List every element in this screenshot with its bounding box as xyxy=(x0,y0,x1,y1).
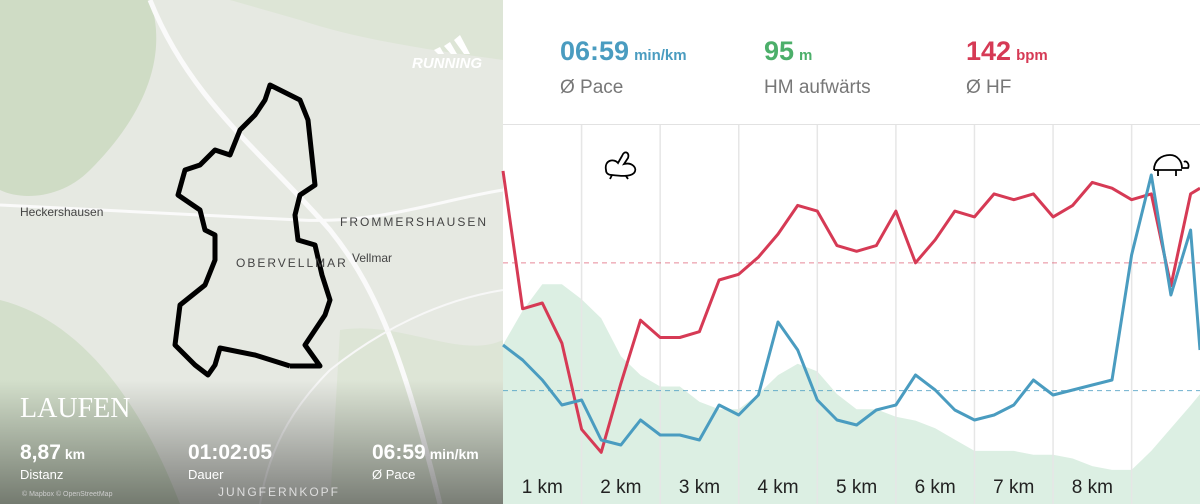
x-tick-label: 8 km xyxy=(1072,477,1113,498)
stat-unit: min/km xyxy=(634,47,687,64)
stat-value: 01:02:05 xyxy=(188,441,272,464)
place-label: Vellmar xyxy=(352,251,392,265)
x-tick-label: 1 km xyxy=(522,477,563,498)
overlay-stat: 06:59 min/km xyxy=(372,441,479,464)
elevation-area xyxy=(503,284,1200,504)
x-tick-label: 4 km xyxy=(757,477,798,498)
rabbit-icon xyxy=(604,151,637,180)
brand-logo xyxy=(434,35,470,54)
x-tick-label: 6 km xyxy=(915,477,956,498)
stat-unit: km xyxy=(65,446,85,462)
place-label: OBERVELLMAR xyxy=(236,256,348,270)
stat-label: HM aufwärts xyxy=(764,77,871,98)
map: Heckershausen FROMMERSHAUSEN Vellmar OBE… xyxy=(0,0,504,504)
stat-value: 95 xyxy=(764,36,794,66)
stat-unit: min/km xyxy=(430,446,479,462)
series-line xyxy=(502,173,1200,447)
place-label: FROMMERSHAUSEN xyxy=(340,215,488,229)
x-tick-label: 2 km xyxy=(600,477,641,498)
stat-label: Distanz xyxy=(20,467,63,482)
route xyxy=(172,82,333,378)
stat-label: Dauer xyxy=(188,467,224,482)
attribution: © Mapbox © OpenStreetMap xyxy=(22,490,113,498)
activity-title: LAUFEN xyxy=(20,393,130,424)
stat-value: 8,87 xyxy=(20,441,61,464)
summary-stat: 95 m xyxy=(764,36,812,66)
stat-unit: m xyxy=(799,47,812,64)
stat-unit: bpm xyxy=(1016,47,1048,64)
brand: RUNNING xyxy=(412,55,482,72)
summary-stat: 142 bpm xyxy=(966,36,1048,66)
summary: 06:59 min/km Ø Pace 95 m HM aufwärts 142 bpm Ø H… xyxy=(560,36,1048,98)
x-tick-label: 3 km xyxy=(679,477,720,498)
stat-label: Ø HF xyxy=(966,77,1011,98)
series-line xyxy=(501,170,1200,454)
stat-label: Ø Pace xyxy=(372,467,415,482)
chart: 1 km 2 km 3 km 4 km 5 km 6 km 7 km 8 km xyxy=(501,125,1200,504)
stat-label: Ø Pace xyxy=(560,77,623,98)
summary-stat: 06:59 min/km xyxy=(560,36,687,66)
turtle-icon xyxy=(1153,154,1190,176)
place-label: JUNGFERNKOPF xyxy=(218,485,340,499)
x-tick-label: 5 km xyxy=(836,477,877,498)
place-label: Heckershausen xyxy=(20,205,103,219)
stat-value: 06:59 xyxy=(372,441,426,464)
stat-value: 06:59 xyxy=(560,36,629,66)
overlay-stat: 8,87 km xyxy=(20,441,85,464)
stat-value: 142 xyxy=(966,36,1011,66)
x-tick-label: 7 km xyxy=(993,477,1034,498)
